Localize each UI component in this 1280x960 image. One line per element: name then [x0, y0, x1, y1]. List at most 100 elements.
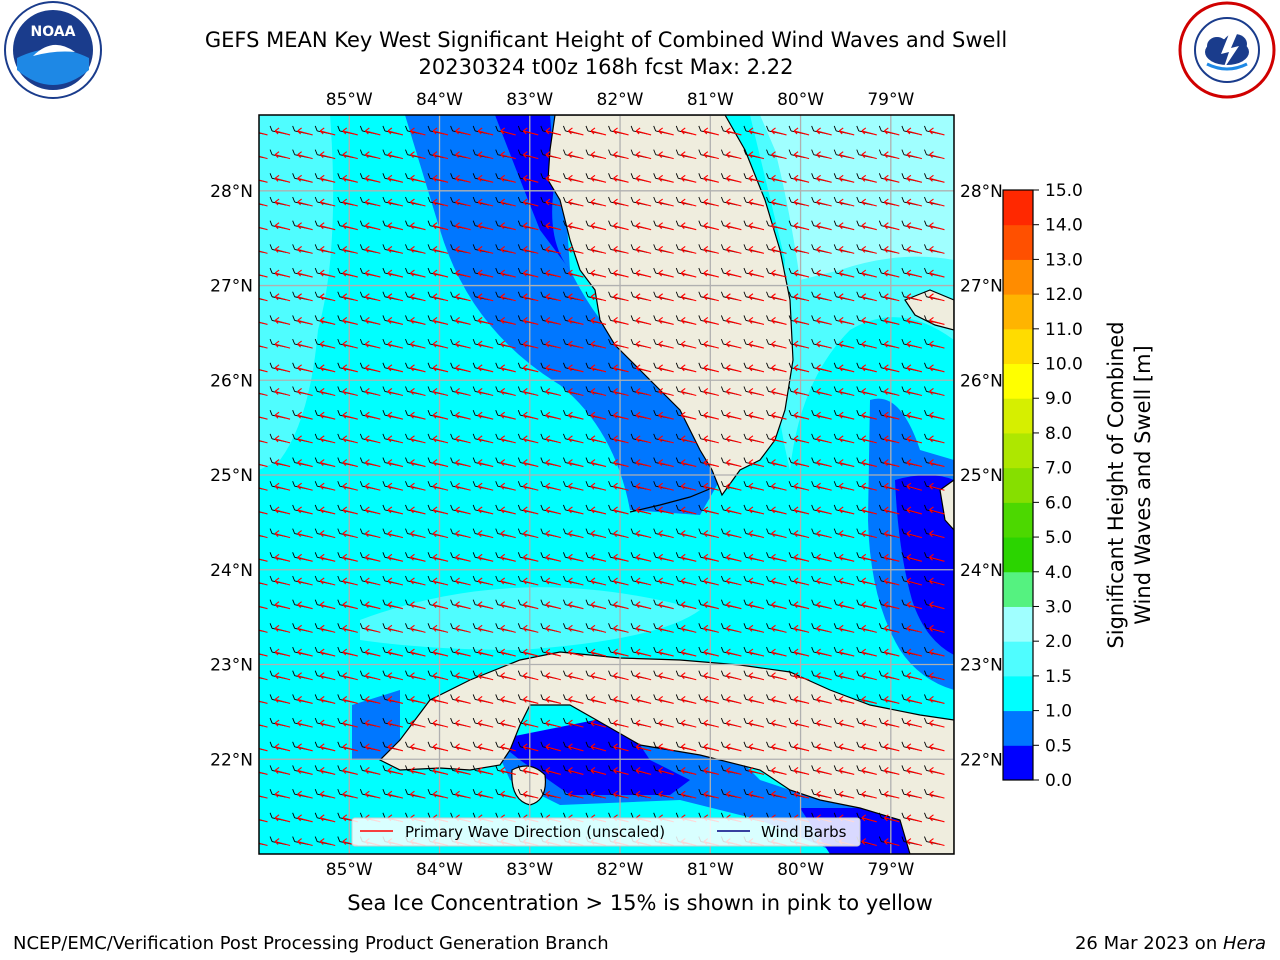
lat-tick-label-left: 25°N: [210, 466, 253, 486]
wave-direction-arrow: [568, 269, 584, 278]
wave-direction-arrow: [771, 435, 787, 444]
wave-direction-arrow: [838, 459, 855, 468]
wave-direction-arrow: [319, 411, 336, 420]
wave-direction-arrow: [432, 174, 449, 183]
wave-direction-arrow: [816, 435, 832, 444]
wave-direction-arrow: [500, 245, 516, 254]
wave-direction-arrow: [522, 151, 539, 160]
wave-direction-arrow: [545, 553, 561, 562]
wave-direction-arrow: [259, 747, 268, 752]
wave-direction-arrow: [883, 743, 900, 752]
wave-direction-arrow: [929, 743, 945, 752]
wave-direction-arrow: [748, 435, 765, 444]
wave-direction-arrow: [387, 553, 404, 562]
wave-direction-arrow: [342, 435, 358, 444]
wave-direction-arrow: [410, 719, 426, 728]
wave-direction-arrow: [883, 411, 900, 420]
wave-direction-arrow: [590, 245, 607, 254]
wave-direction-arrow: [748, 506, 765, 515]
colorbar-segment: [1003, 398, 1033, 434]
wave-direction-arrow: [522, 672, 539, 681]
wave-direction-arrow: [297, 790, 313, 799]
wave-direction-arrow: [658, 340, 674, 349]
wave-direction-arrow: [748, 577, 765, 586]
lon-tick-label-bottom: 85°W: [326, 860, 373, 880]
wave-direction-arrow: [680, 790, 697, 799]
wave-direction-arrow: [455, 293, 471, 302]
wave-direction-arrow: [906, 790, 923, 799]
wave-direction-arrow: [613, 364, 629, 373]
lat-tick-label-right: 24°N: [960, 561, 1003, 581]
wave-direction-arrow: [410, 151, 426, 160]
wave-direction-arrow: [906, 222, 923, 231]
wave-direction-arrow: [906, 293, 923, 302]
wave-direction-arrow: [455, 790, 471, 799]
wave-direction-arrow: [319, 198, 336, 207]
lat-tick-label-left: 24°N: [210, 561, 253, 581]
wave-direction-arrow: [680, 340, 697, 349]
wave-direction-arrow: [297, 743, 313, 752]
wave-direction-arrow: [590, 388, 607, 397]
wave-direction-arrow: [455, 482, 471, 491]
wave-direction-arrow: [838, 743, 855, 752]
wave-direction-arrow: [793, 743, 810, 752]
wave-direction-arrow: [297, 364, 313, 373]
wave-direction-arrow: [906, 767, 923, 775]
wave-direction-arrow: [613, 316, 629, 325]
wave-direction-arrow: [297, 814, 313, 823]
wave-direction-arrow: [613, 127, 629, 136]
wave-direction-arrow: [680, 222, 697, 231]
wave-direction-arrow: [748, 553, 765, 562]
wave-direction-arrow: [259, 534, 268, 539]
wave-direction-arrow: [500, 459, 516, 468]
wave-direction-arrow: [861, 293, 877, 302]
wave-direction-arrow: [635, 245, 652, 254]
wave-direction-arrow: [432, 624, 449, 633]
wave-direction-arrow: [455, 530, 471, 539]
wave-direction-arrow: [838, 364, 855, 373]
wave-direction-arrow: [883, 506, 900, 515]
wave-direction-arrow: [613, 767, 629, 775]
wave-direction-arrow: [635, 695, 652, 704]
wave-direction-arrow: [771, 269, 787, 278]
wave-direction-arrow: [387, 790, 404, 799]
wave-direction-arrow: [410, 459, 426, 468]
wave-direction-arrow: [568, 648, 584, 657]
lon-tick-label-top: 84°W: [416, 90, 463, 110]
wave-direction-arrow: [703, 388, 719, 397]
wave-direction-arrow: [545, 459, 561, 468]
wave-direction-arrow: [906, 435, 923, 444]
wave-direction-arrow: [680, 506, 697, 515]
wave-direction-arrow: [613, 151, 629, 160]
wave-direction-arrow: [259, 416, 268, 420]
wave-direction-arrow: [725, 245, 742, 254]
wave-direction-arrow: [432, 411, 449, 420]
wave-direction-arrow: [500, 127, 516, 136]
wave-direction-arrow: [590, 601, 607, 610]
lat-tick-label-right: 28°N: [960, 182, 1003, 202]
wave-direction-arrow: [274, 838, 291, 847]
wave-direction-arrow: [680, 459, 697, 468]
florida-land: [547, 115, 794, 497]
lon-tick-label-bottom: 84°W: [416, 860, 463, 880]
wave-direction-arrow: [906, 648, 923, 657]
wave-direction-arrow: [725, 624, 742, 633]
wave-direction-arrow: [432, 719, 449, 728]
wave-direction-arrow: [725, 672, 742, 681]
wave-direction-arrow: [680, 411, 697, 420]
wave-direction-arrow: [274, 506, 291, 515]
wave-direction-arrow: [319, 435, 336, 444]
wave-direction-arrow: [568, 482, 584, 491]
wave-direction-arrow: [522, 316, 539, 325]
wave-direction-arrow: [364, 743, 381, 752]
wave-direction-arrow: [883, 388, 900, 397]
wave-direction-arrow: [297, 198, 313, 207]
wave-direction-arrow: [432, 222, 449, 231]
wave-direction-arrow: [793, 174, 810, 183]
wave-direction-arrow: [816, 506, 832, 515]
wave-direction-arrow: [274, 530, 291, 539]
wave-direction-arrow: [545, 719, 561, 728]
wave-direction-arrow: [477, 767, 494, 775]
wave-direction-arrow: [725, 530, 742, 539]
